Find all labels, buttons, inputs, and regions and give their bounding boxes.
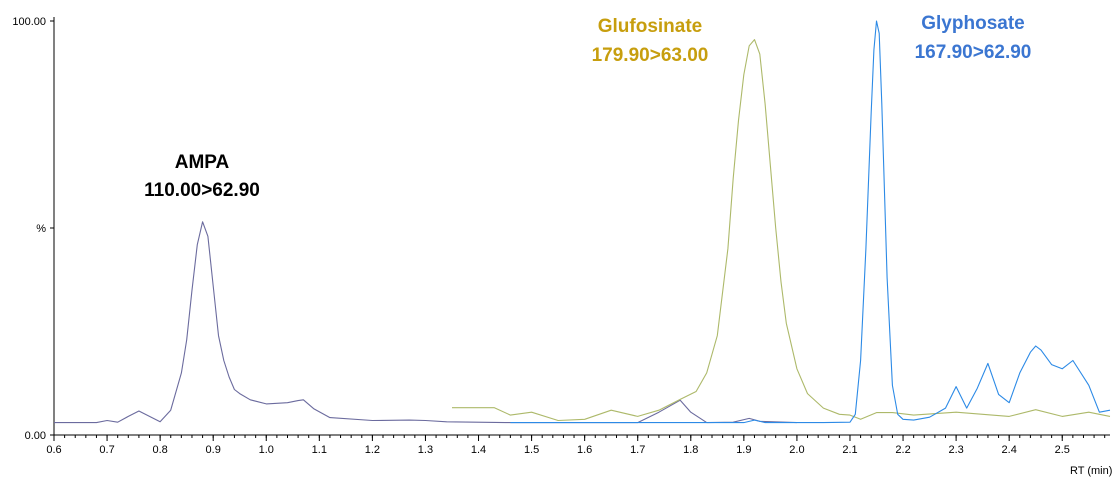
peak-label-ampa: AMPA [175,152,230,173]
y-tick-label: 100.00 [12,16,46,28]
x-tick-label: 1.6 [577,444,592,456]
y-tick-label: % [36,223,46,235]
x-tick-label: 1.5 [524,444,539,456]
peak-annotations: AMPA 110.00>62.90 Glufosinate 179.90>63.00 G… [144,13,1031,201]
x-tick-label: 0.9 [206,444,221,456]
peak-transition-glufosinate: 179.90>63.00 [592,45,709,66]
series-line-3 [510,20,1111,424]
x-tick-label: 2.4 [1002,444,1017,456]
x-tick-label: 2.1 [842,444,857,456]
x-tick-label: 0.8 [152,444,167,456]
peak-transition-glyphosate: 167.90>62.90 [915,42,1032,63]
x-tick-label: 1.9 [736,444,751,456]
x-tick-label: 1.3 [418,444,433,456]
x-tick-label: 1.7 [630,444,645,456]
y-tick-label: 0.00 [25,430,46,442]
x-tick-label: 1.1 [312,444,327,456]
tick-labels: 0.6 0.7 0.8 0.9 1.0 1.1 1.2 1.3 1.4 1.5 1.6 1.7 1.8 1… [12,16,1070,456]
x-tick-label: 2.0 [789,444,804,456]
peak-transition-ampa: 110.00>62.90 [144,180,260,201]
axes [50,17,1110,441]
x-tick-label: 1.0 [259,444,274,456]
series-line-2 [452,39,1111,422]
series-group [54,20,1111,424]
peak-label-glyphosate: Glyphosate [921,13,1024,34]
x-tick-label: 1.2 [365,444,380,456]
peak-label-glufosinate: Glufosinate [598,16,703,37]
x-tick-label: 2.2 [895,444,910,456]
x-tick-label: 0.6 [46,444,61,456]
x-tick-label: 1.8 [683,444,698,456]
x-tick-label: 1.4 [471,444,486,456]
x-tick-label: 0.7 [99,444,114,456]
x-tick-label: 2.5 [1055,444,1070,456]
series-line-1 [54,221,797,424]
x-axis-label: RT (min) [1070,465,1112,477]
x-tick-label: 2.3 [948,444,963,456]
